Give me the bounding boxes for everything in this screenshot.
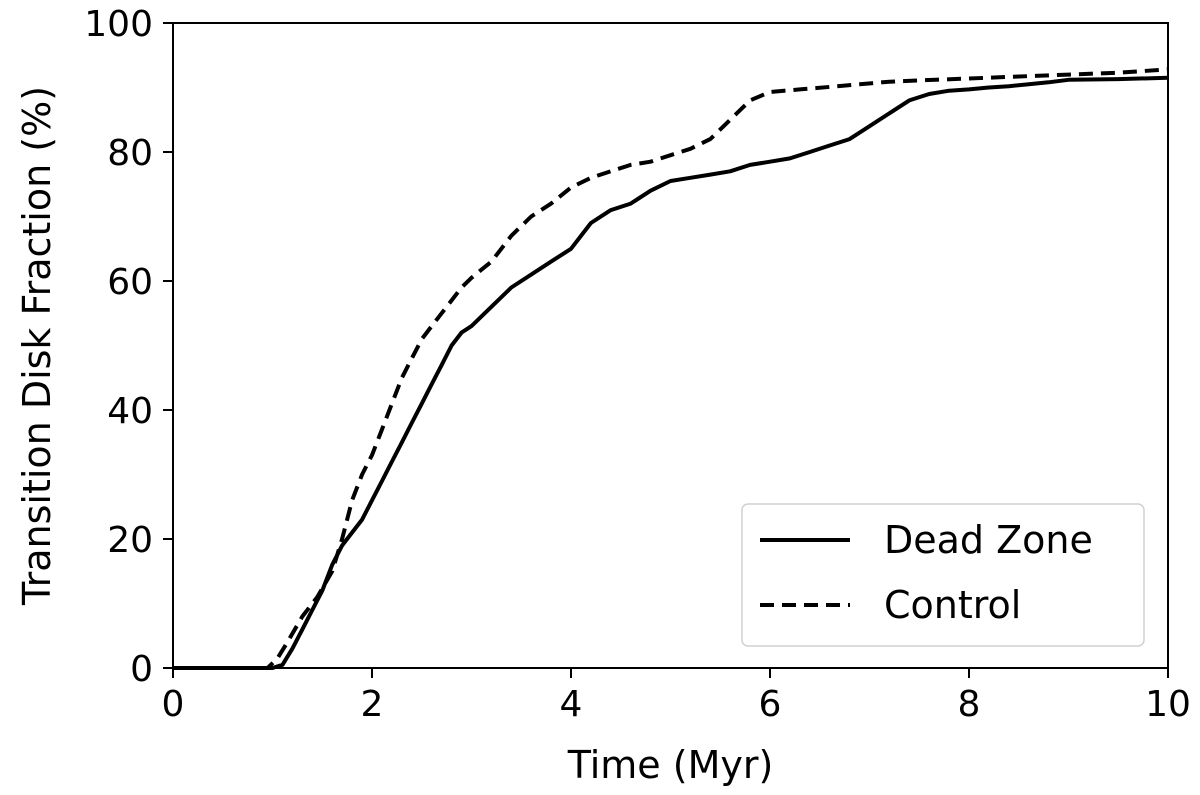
legend-label-control: Control [884,583,1021,627]
legend: Dead Zone Control [741,503,1145,647]
y-tick-label: 80 [107,133,153,174]
series-line-dead-zone [173,75,1169,670]
x-tick-label: 8 [958,684,981,725]
y-axis-ticks: 0 20 40 60 80 100 [84,4,173,690]
x-tick-label: 6 [759,684,782,725]
x-axis-label: Time (Myr) [567,743,774,787]
y-axis-label: Transition Disk Fraction (%) [15,86,59,606]
x-axis-ticks: 0 2 4 6 8 10 [162,668,1191,725]
x-tick-label: 2 [361,684,384,725]
y-tick-label: 60 [107,262,153,303]
x-tick-label: 10 [1145,684,1191,725]
y-tick-label: 20 [107,520,153,561]
series-line-control [173,67,1169,670]
x-tick-label: 0 [162,684,185,725]
plot-frame [172,22,1169,669]
y-tick-label: 100 [84,4,153,45]
plot-lines [173,67,1169,670]
y-tick-label: 40 [107,391,153,432]
x-tick-label: 4 [560,684,583,725]
y-tick-label: 0 [130,649,153,690]
legend-label-dead-zone: Dead Zone [884,518,1093,562]
